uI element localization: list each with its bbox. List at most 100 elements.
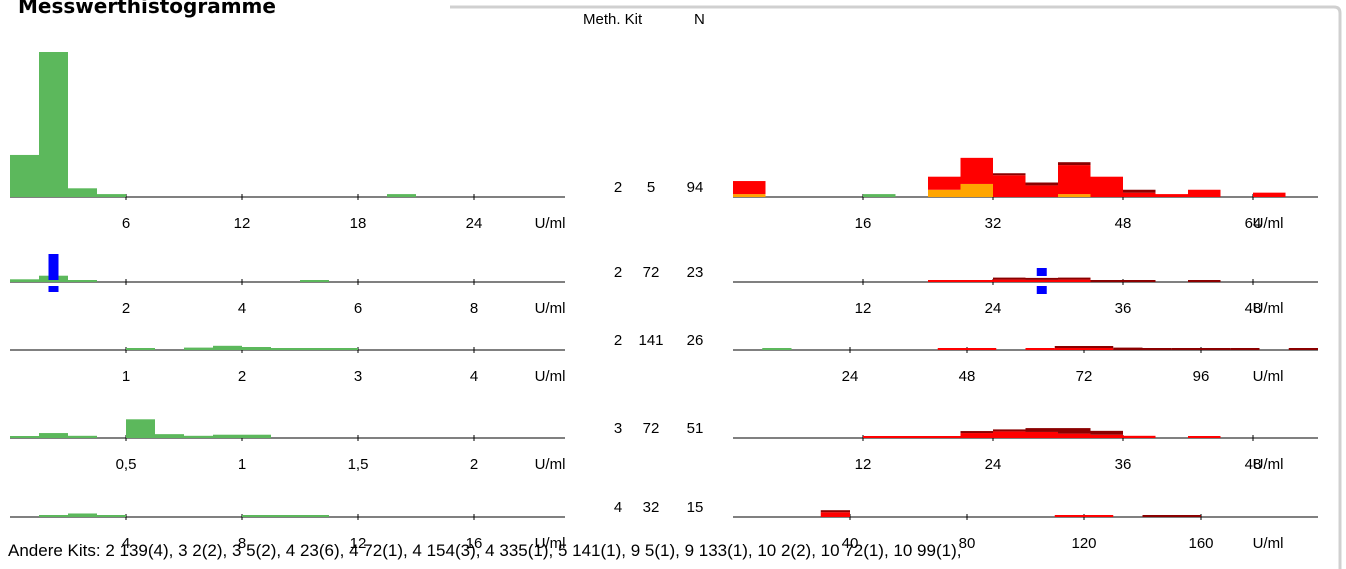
tick-label: 24 (842, 368, 859, 385)
histogram-bar (10, 279, 39, 282)
tick-label: 12 (350, 535, 367, 552)
histogram-bar (39, 52, 68, 197)
histogram-bar-segment (928, 280, 961, 282)
tick-label: 18 (350, 215, 367, 232)
kit-label: 72 (643, 420, 660, 437)
tick-label: 16 (466, 535, 483, 552)
histogram-bar (10, 436, 39, 438)
unit-label: U/ml (535, 368, 566, 385)
median-marker (1036, 286, 1047, 294)
histogram-bar-segment (1025, 185, 1058, 197)
panel-title: Messwerthistogramme (0, 0, 284, 18)
tick-label: 48 (959, 368, 976, 385)
tick-label: 72 (1076, 368, 1093, 385)
histogram-bar-segment (1025, 277, 1058, 280)
tick-label: 2 (122, 300, 130, 317)
tick-label: 8 (470, 300, 478, 317)
tick-label: 1 (238, 456, 246, 473)
histogram-bar-segment (1058, 277, 1091, 280)
histogram-bar-segment (1025, 279, 1058, 282)
unit-label: U/ml (1253, 368, 1284, 385)
histogram-bar (300, 280, 329, 282)
method-label: 2 (614, 332, 622, 349)
tick-label: 80 (959, 535, 976, 552)
unit-label: U/ml (1253, 456, 1284, 473)
histogram-bar-segment (1188, 189, 1221, 197)
histogram-bar-segment (1171, 348, 1201, 350)
histogram-bar-segment (960, 183, 993, 197)
histogram-bar-segment (762, 348, 792, 350)
histogram-bar-segment (1188, 436, 1221, 438)
histogram-bar-segment (863, 436, 928, 438)
tick-label: 48 (1245, 300, 1262, 317)
histogram-bar-segment (928, 176, 961, 190)
histogram-bar-segment (993, 431, 1026, 438)
tick-label: 48 (1115, 215, 1132, 232)
histogram-bar-segment (1113, 347, 1143, 350)
unit-label: U/ml (1253, 300, 1284, 317)
histogram-bar-segment (1201, 348, 1231, 350)
histogram-bar (39, 515, 68, 517)
method-label: 2 (614, 264, 622, 281)
histogram-bar (126, 348, 155, 350)
histogram-bar-segment (820, 510, 850, 513)
histogram-bar-segment (960, 157, 993, 184)
column-header-meth-kit: Meth. Kit (583, 11, 643, 28)
n-label: 23 (687, 264, 704, 281)
histogram-bar (387, 194, 416, 197)
histogram-bar-segment (928, 189, 961, 197)
histogram-bar (68, 435, 97, 438)
tick-label: 120 (1071, 535, 1096, 552)
tick-label: 3 (354, 368, 362, 385)
tick-label: 40 (842, 535, 859, 552)
histogram-bar-segment (1142, 348, 1172, 350)
unit-label: U/ml (1253, 535, 1284, 552)
histogram-bar-segment (1230, 348, 1260, 350)
histogram-bar-segment (928, 436, 961, 438)
n-label: 51 (687, 420, 704, 437)
histogram-bar (97, 515, 126, 517)
histogram-bar-segment (1025, 428, 1058, 432)
histogram-bar (126, 419, 155, 438)
histogram-bar (184, 347, 213, 350)
histogram-bar (271, 348, 300, 350)
histogram-bar-segment (1188, 280, 1221, 282)
tick-label: 1 (122, 368, 130, 385)
histogram-bar-segment (993, 173, 1026, 176)
tick-label: 4 (238, 300, 246, 317)
histogram-bar (271, 515, 329, 517)
histogram-bar-segment (1090, 176, 1123, 197)
tick-label: 1,5 (348, 456, 369, 473)
tick-label: 6 (354, 300, 362, 317)
tick-label: 160 (1188, 535, 1213, 552)
histogram-bar-segment (1058, 165, 1091, 195)
tick-label: 4 (122, 535, 130, 552)
tick-label: 4 (470, 368, 478, 385)
unit-label: U/ml (535, 215, 566, 232)
tick-label: 2 (470, 456, 478, 473)
method-label: 2 (614, 179, 622, 196)
tick-label: 64 (1245, 215, 1262, 232)
tick-label: 2 (238, 368, 246, 385)
histogram-bar (184, 435, 213, 438)
tick-label: 6 (122, 215, 130, 232)
histogram-bar (39, 433, 68, 438)
median-marker (48, 286, 59, 292)
histogram-bar-segment (1123, 192, 1156, 197)
n-label: 94 (687, 179, 704, 196)
histogram-bar (242, 347, 271, 350)
kit-label: 72 (643, 264, 660, 281)
tick-label: 96 (1193, 368, 1210, 385)
histogram-bar (329, 348, 358, 350)
histogram-bar-segment (1025, 431, 1058, 438)
histogram-bar-segment (1025, 348, 1055, 350)
histogram-bar-segment (1142, 515, 1201, 517)
histogram-bar-segment (993, 279, 1026, 282)
histogram-bar-segment (1025, 182, 1058, 186)
histogram-bar-segment (1054, 348, 1114, 350)
histogram-bar (68, 513, 97, 517)
histogram-bar-segment (1090, 434, 1123, 438)
histogram-bar-segment (1090, 280, 1123, 282)
tick-label: 12 (855, 456, 872, 473)
